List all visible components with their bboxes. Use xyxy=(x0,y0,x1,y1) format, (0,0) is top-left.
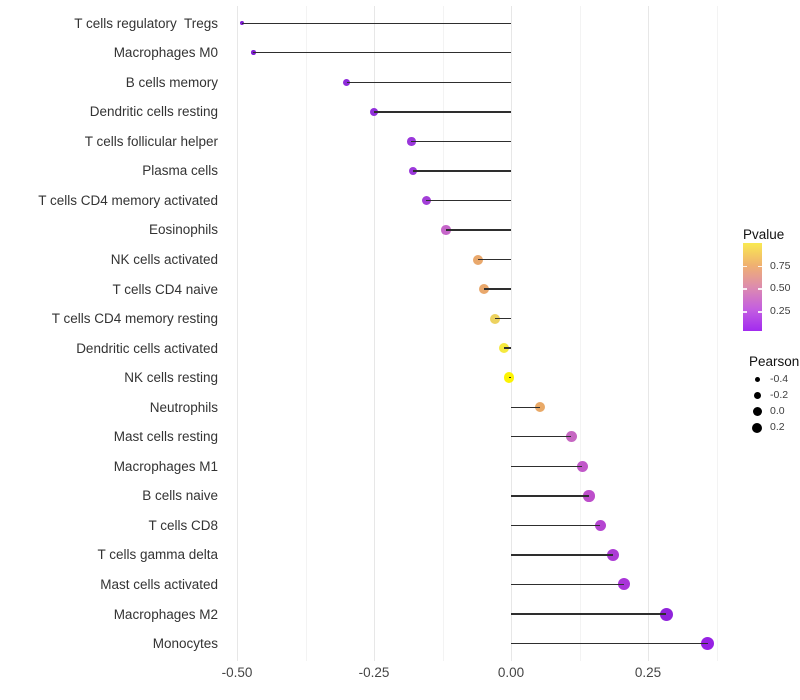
lollipop-stem xyxy=(495,317,511,320)
lollipop-dot xyxy=(565,431,577,443)
colorbar-tick-label: 0.25 xyxy=(770,305,791,318)
lollipop-stem xyxy=(511,495,589,497)
lollipop-stem xyxy=(511,554,613,556)
lollipop-dot xyxy=(700,636,715,651)
lollipop-stem xyxy=(374,111,511,113)
gridline-minor xyxy=(716,6,718,661)
lollipop-stem xyxy=(484,288,511,290)
lollipop-dot xyxy=(594,519,607,532)
gridline-major xyxy=(511,6,512,661)
colorbar-tick-label: 0.50 xyxy=(770,282,791,295)
y-axis-label: Neutrophils xyxy=(149,399,218,415)
lollipop-dot xyxy=(606,548,619,561)
y-axis-label: T cells follicular helper xyxy=(84,133,218,149)
y-axis-label: Macrophages M1 xyxy=(113,458,218,474)
lollipop-stem xyxy=(242,22,511,24)
lollipop-dot xyxy=(583,490,595,502)
y-axis-label: Eosinophils xyxy=(148,222,218,238)
lollipop-stem xyxy=(511,465,583,467)
lollipop-stem xyxy=(511,613,667,615)
y-axis-label: Dendritic cells resting xyxy=(89,104,218,120)
y-axis-label: T cells regulatory Tregs xyxy=(74,15,218,31)
legend-pvalue-title: Pvalue xyxy=(743,227,785,242)
lollipop-stem xyxy=(511,642,708,645)
x-axis-tick-label: -0.25 xyxy=(358,665,390,680)
gridline-minor xyxy=(442,6,444,661)
lollipop-stem xyxy=(478,258,511,261)
colorbar-tick xyxy=(743,311,747,313)
size-legend-dot xyxy=(753,391,761,399)
lollipop-dot xyxy=(534,401,546,413)
lollipop-stem xyxy=(503,347,511,349)
y-axis-label: T cells gamma delta xyxy=(97,547,218,563)
gridline-minor xyxy=(579,6,581,661)
lollipop-stem xyxy=(508,376,511,379)
lollipop-stem xyxy=(511,436,572,438)
size-legend-label: 0.2 xyxy=(770,421,785,434)
x-axis-tick-label: -0.50 xyxy=(221,665,253,680)
y-axis-label: Macrophages M2 xyxy=(113,606,218,622)
lollipop-dot xyxy=(618,578,631,591)
colorbar-tick-label: 0.75 xyxy=(770,259,791,272)
x-axis-tick-label: 0.00 xyxy=(497,665,525,680)
lollipop-stem xyxy=(412,170,511,172)
colorbar-tick xyxy=(758,288,762,290)
pvalue-colorbar xyxy=(743,243,762,331)
x-axis-tick-label: 0.25 xyxy=(634,665,662,680)
colorbar-tick xyxy=(743,265,747,268)
lollipop-stem xyxy=(346,81,511,83)
y-axis-label: T cells CD8 xyxy=(148,517,218,533)
colorbar-tick xyxy=(758,311,762,313)
y-axis-label: T cells CD4 naive xyxy=(112,281,218,297)
lollipop-stem xyxy=(426,199,511,202)
lollipop-stem xyxy=(445,229,511,231)
legend-pearson-title: Pearson xyxy=(749,354,800,369)
lollipop-stem xyxy=(411,140,511,143)
y-axis-label: NK cells activated xyxy=(110,252,218,268)
gridline-minor xyxy=(305,6,307,661)
y-axis-label: Macrophages M0 xyxy=(113,45,218,61)
size-legend-label: 0.0 xyxy=(770,405,785,418)
y-axis-label: Mast cells activated xyxy=(100,576,218,592)
y-axis-label: T cells CD4 memory activated xyxy=(38,192,218,208)
y-axis-label: B cells memory xyxy=(125,74,218,90)
size-legend-dot xyxy=(754,376,760,382)
gridline-major xyxy=(374,6,375,661)
y-axis-label: Monocytes xyxy=(152,636,218,652)
size-legend-dot xyxy=(752,407,762,417)
y-axis-label: B cells naive xyxy=(142,488,218,504)
lollipop-stem xyxy=(511,524,601,527)
y-axis-label: Mast cells resting xyxy=(113,429,218,445)
lollipop-stem xyxy=(511,583,625,586)
lollipop-dot xyxy=(576,460,588,472)
size-legend-label: -0.4 xyxy=(770,372,789,385)
y-axis-label: NK cells resting xyxy=(124,370,218,386)
lollipop-stem xyxy=(511,406,541,408)
colorbar-tick xyxy=(743,288,747,290)
gridline-major xyxy=(237,6,238,661)
lollipop-dot xyxy=(659,607,673,621)
y-axis-label: Plasma cells xyxy=(142,163,218,179)
y-axis-label: T cells CD4 memory resting xyxy=(51,311,218,327)
size-legend-label: -0.2 xyxy=(770,388,789,401)
colorbar-tick xyxy=(758,265,762,268)
y-axis-label: Dendritic cells activated xyxy=(76,340,218,356)
lollipop-stem xyxy=(253,52,511,54)
size-legend-dot xyxy=(752,422,762,433)
gridline-major xyxy=(648,6,649,661)
